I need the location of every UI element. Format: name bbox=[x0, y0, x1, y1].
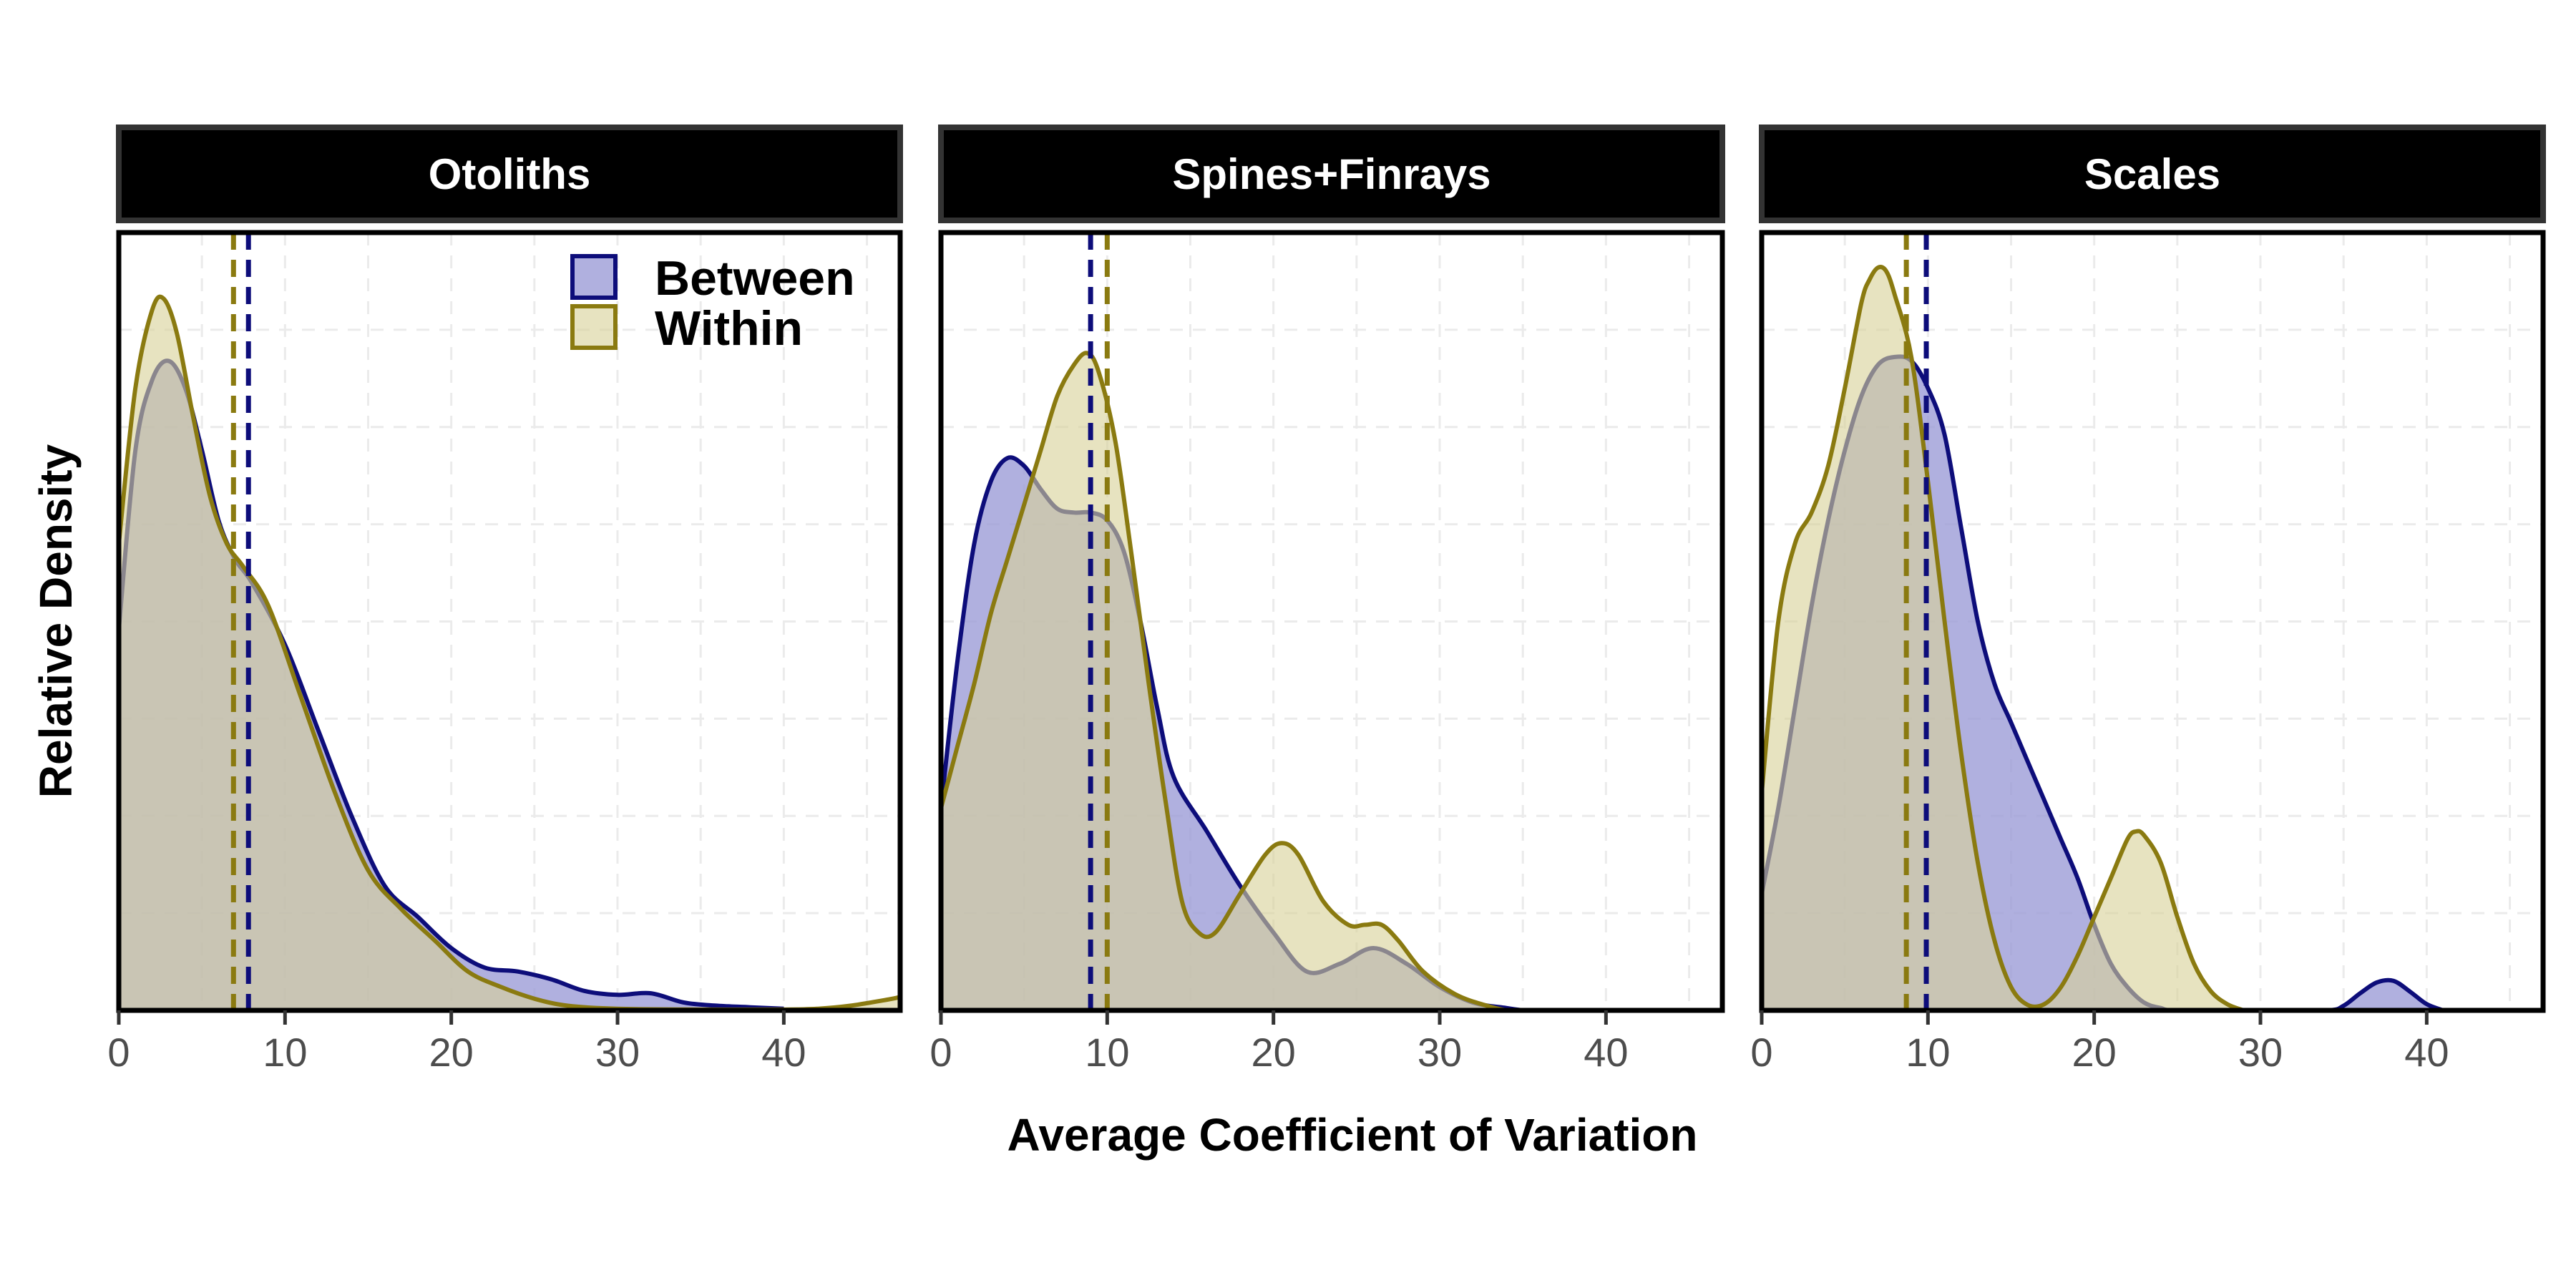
legend-key-within bbox=[570, 304, 618, 350]
legend-label-within: Within bbox=[655, 301, 803, 356]
strip-scales bbox=[1759, 125, 2546, 223]
x-tick-label: 0 bbox=[107, 1030, 130, 1075]
strip-otoliths bbox=[116, 125, 903, 223]
panel-border-otoliths bbox=[116, 230, 903, 1013]
x-tick-label: 0 bbox=[1750, 1030, 1772, 1075]
x-axis-title: Average Coefficient of Variation bbox=[1008, 1109, 1698, 1161]
x-axis-scales: 0 10 20 30 40 bbox=[1750, 1010, 2449, 1075]
legend-label-between: Between bbox=[655, 251, 855, 306]
x-tick-label: 20 bbox=[2072, 1030, 2117, 1075]
x-tick-label: 20 bbox=[1252, 1030, 1296, 1075]
legend-item-between: Between bbox=[570, 251, 855, 306]
x-tick-label: 40 bbox=[761, 1030, 806, 1075]
x-tick-label: 30 bbox=[595, 1030, 640, 1075]
x-tick-label: 10 bbox=[1906, 1030, 1950, 1075]
strip-title-otoliths: Otoliths bbox=[429, 150, 591, 198]
density-area-within-spines-finrays bbox=[941, 353, 1506, 1010]
x-tick-label: 40 bbox=[1584, 1030, 1628, 1075]
x-axis-otoliths: 0 10 20 30 40 bbox=[107, 1010, 806, 1075]
panel-spines-finrays: Spines+Finrays 0 10 20 30 40 bbox=[930, 125, 1725, 1075]
densities-scales bbox=[1762, 265, 2444, 1010]
density-line-within-spines-finrays bbox=[941, 351, 1507, 1010]
legend-key-between bbox=[570, 254, 618, 300]
grid-otoliths bbox=[119, 233, 900, 1010]
x-tick-label: 10 bbox=[263, 1030, 307, 1075]
strip-spines-finrays bbox=[938, 125, 1725, 223]
panel-border-spines-finrays bbox=[938, 230, 1725, 1013]
x-tick-label: 40 bbox=[2404, 1030, 2449, 1075]
strip-title-scales: Scales bbox=[2084, 150, 2220, 198]
density-area-within-otoliths bbox=[119, 296, 900, 1010]
x-tick-label: 10 bbox=[1085, 1030, 1129, 1075]
density-area-within-scales bbox=[1762, 267, 2244, 1010]
density-line-within-scales bbox=[1762, 265, 2245, 1010]
panel-otoliths: Otoliths 0 10 20 30 40 bbox=[107, 125, 903, 1075]
x-axis-spines-finrays: 0 10 20 30 40 bbox=[930, 1010, 1629, 1075]
x-tick-label: 30 bbox=[2238, 1030, 2283, 1075]
legend-item-within: Within bbox=[570, 301, 803, 356]
x-tick-label: 30 bbox=[1418, 1030, 1462, 1075]
x-tick-label: 20 bbox=[429, 1030, 474, 1075]
strip-title-spines-finrays: Spines+Finrays bbox=[1172, 150, 1491, 198]
y-axis-title: Relative Density bbox=[30, 444, 82, 798]
panel-scales: Scales 0 10 20 30 40 bbox=[1750, 125, 2546, 1075]
x-tick-label: 0 bbox=[930, 1030, 952, 1075]
panels-group: Otoliths 0 10 20 30 40 Spines+Finrays 0 10 20 30 40… bbox=[107, 125, 2546, 1075]
panel-border-scales bbox=[1759, 230, 2546, 1013]
densities-spines-finrays bbox=[941, 351, 1523, 1010]
